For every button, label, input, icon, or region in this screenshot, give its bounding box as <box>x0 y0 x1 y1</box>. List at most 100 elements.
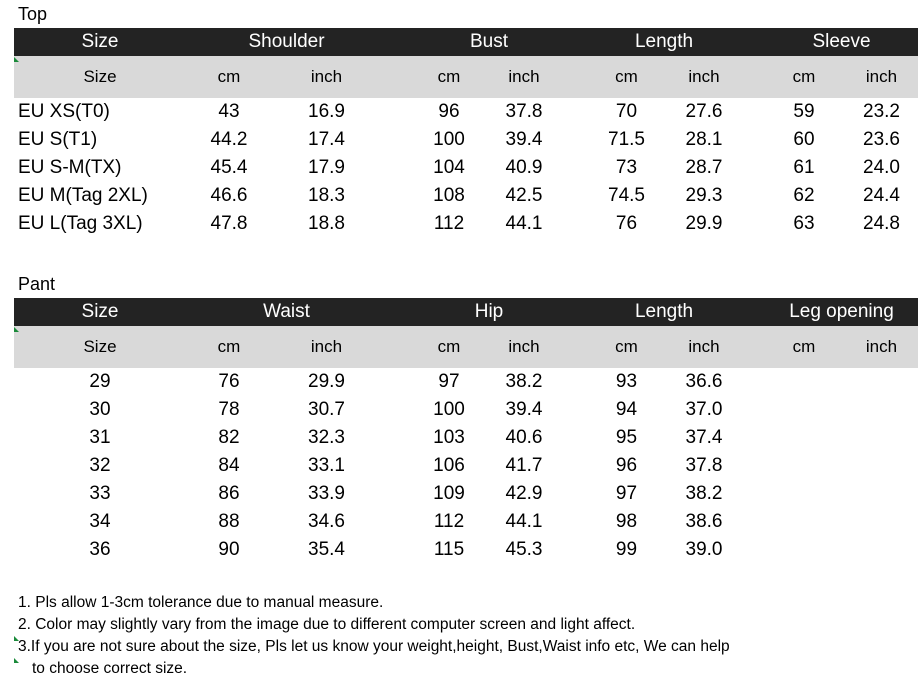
subheader-cell: cm <box>792 67 816 86</box>
row-marker-icon <box>14 327 19 332</box>
measurement-cell: 18.3 <box>308 185 345 206</box>
measurement-cell: 73 <box>615 157 638 178</box>
header-cell: Size <box>81 301 119 322</box>
measurement-cell: 71.5 <box>608 129 645 150</box>
measurement-cell: 38.2 <box>685 483 723 504</box>
measurement-cell: 106 <box>433 455 465 476</box>
header-cell: Length <box>634 301 694 322</box>
measurement-cell: 62 <box>793 185 815 206</box>
header-cell: Sleeve <box>812 31 871 52</box>
measurement-cell: 95 <box>615 427 638 448</box>
measurement-cell: 36.6 <box>685 371 723 392</box>
measurement-cell: 37.8 <box>505 101 543 122</box>
measurement-cell: 28.1 <box>685 129 723 150</box>
subheader-cell: inch <box>508 337 540 356</box>
measurement-cell: 97 <box>615 483 638 504</box>
measurement-cell: 84 <box>218 455 240 476</box>
table-row: EU S(T1) 44.2 17.4 100 39.4 71.5 28.1 60 23.6 <box>14 126 918 154</box>
measurement-cell: 61 <box>793 157 815 178</box>
subheader-cell: cm <box>615 337 638 356</box>
size-cell: 34 <box>89 511 111 532</box>
table-row: 33 86 33.9 109 42.9 97 38.2 <box>14 480 918 508</box>
measurement-cell: 99 <box>615 539 638 560</box>
subheader-cell: inch <box>688 67 720 86</box>
measurement-cell: 63 <box>793 213 815 234</box>
header-cell: Shoulder <box>248 31 325 52</box>
pant-section-label: Pant <box>18 274 56 294</box>
size-cell: EU S-M(TX) <box>18 157 122 178</box>
subheader-cell: inch <box>310 337 343 356</box>
subheader-cell: cm <box>437 337 461 356</box>
subheader-cell: inch <box>688 337 720 356</box>
measurement-cell: 96 <box>615 455 638 476</box>
measurement-cell: 35.4 <box>308 539 345 560</box>
measurement-cell: 41.7 <box>505 455 543 476</box>
row-marker-icon <box>14 57 19 62</box>
size-cell: 33 <box>89 483 111 504</box>
measurement-cell: 39.4 <box>505 129 543 150</box>
measurement-cell: 23.6 <box>863 129 900 150</box>
measurement-cell: 42.9 <box>505 483 543 504</box>
measurement-cell: 43 <box>218 101 240 122</box>
subheader-cell: Size <box>83 67 117 86</box>
table-row: 34 88 34.6 112 44.1 98 38.6 <box>14 508 918 536</box>
measurement-cell: 27.6 <box>685 101 723 122</box>
subheader-cell: cm <box>792 337 816 356</box>
size-cell: EU M(Tag 2XL) <box>18 185 148 206</box>
row-marker-icon <box>14 636 19 641</box>
subheader-cell: cm <box>615 67 638 86</box>
measurement-cell: 112 <box>433 511 465 532</box>
note-2: 2. Color may slightly vary from the imag… <box>18 616 636 633</box>
subheader-cell: inch <box>865 67 898 86</box>
header-cell: Length <box>634 31 694 52</box>
measurement-cell: 37.0 <box>685 399 723 420</box>
table-row: EU S-M(TX) 45.4 17.9 104 40.9 73 28.7 61 24.0 <box>14 154 918 182</box>
header-cell: Size <box>81 31 119 52</box>
measurement-cell: 96 <box>438 101 460 122</box>
notes: 1. Pls allow 1-3cm tolerance due to manu… <box>18 592 730 680</box>
row-marker-icon <box>14 658 19 663</box>
measurement-cell: 112 <box>433 213 465 234</box>
measurement-cell: 82 <box>218 427 240 448</box>
measurement-cell: 97 <box>438 371 460 392</box>
measurement-cell: 100 <box>433 129 465 150</box>
subheader-cell: inch <box>508 67 540 86</box>
subheader-cell: cm <box>217 67 241 86</box>
size-cell: EU XS(T0) <box>18 101 110 122</box>
table-row: EU XS(T0) 43 16.9 96 37.8 70 27.6 59 23.2 <box>14 98 918 126</box>
measurement-cell: 16.9 <box>308 101 345 122</box>
measurement-cell: 104 <box>433 157 465 178</box>
table-row: EU M(Tag 2XL) 46.6 18.3 108 42.5 74.5 29.3 62 24… <box>14 182 918 210</box>
subheader-cell: cm <box>437 67 461 86</box>
measurement-cell: 30.7 <box>308 399 345 420</box>
measurement-cell: 44.2 <box>210 129 248 150</box>
top-section-label: Top <box>18 4 48 24</box>
note-3-continued: to choose correct size. <box>32 660 188 677</box>
measurement-cell: 90 <box>218 539 240 560</box>
measurement-cell: 37.8 <box>685 455 723 476</box>
measurement-cell: 98 <box>615 511 638 532</box>
measurement-cell: 33.1 <box>308 455 345 476</box>
measurement-cell: 17.9 <box>308 157 345 178</box>
top-size-table: Size Shoulder Bust Length Sleeve Size cm inch cm… <box>14 28 918 238</box>
measurement-cell: 33.9 <box>308 483 345 504</box>
measurement-cell: 45.3 <box>505 539 543 560</box>
header-cell: Hip <box>474 301 504 322</box>
measurement-cell: 103 <box>433 427 465 448</box>
size-cell: 32 <box>89 455 111 476</box>
measurement-cell: 47.8 <box>210 213 248 234</box>
pant-size-table: Size Waist Hip Length Leg opening Size cm inch c… <box>14 298 918 564</box>
table-header-row: Size Shoulder Bust Length Sleeve <box>14 28 918 56</box>
measurement-cell: 40.9 <box>505 157 543 178</box>
measurement-cell: 18.8 <box>308 213 345 234</box>
measurement-cell: 86 <box>218 483 240 504</box>
measurement-cell: 45.4 <box>210 157 248 178</box>
table-row: 29 76 29.9 97 38.2 93 36.6 <box>14 368 918 396</box>
table-subheader-row: Size cm inch cm inch cm inch cm inch <box>14 56 918 98</box>
subheader-cell: inch <box>865 337 898 356</box>
table-row: 31 82 32.3 103 40.6 95 37.4 <box>14 424 918 452</box>
measurement-cell: 76 <box>218 371 240 392</box>
measurement-cell: 70 <box>615 101 638 122</box>
measurement-cell: 59 <box>793 101 815 122</box>
header-cell: Leg opening <box>789 301 894 322</box>
